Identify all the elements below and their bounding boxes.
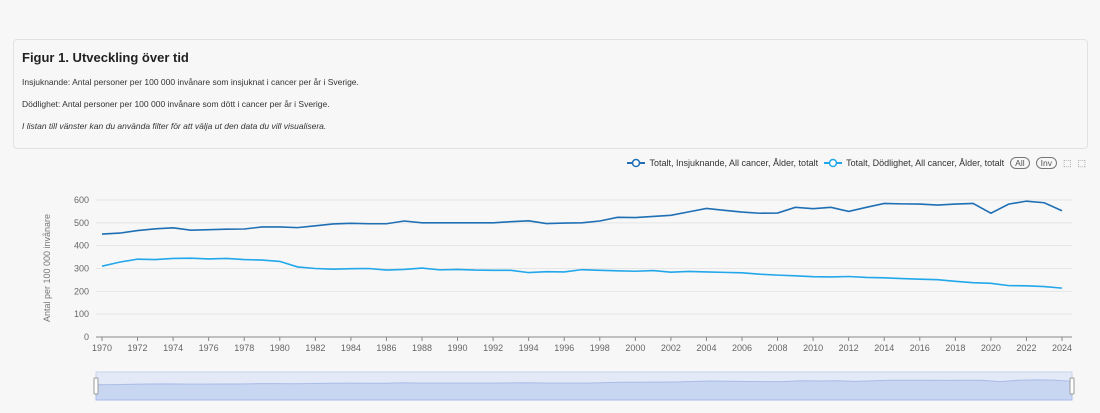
legend-label-mortality: Totalt, Dödlighet, All cancer, Ålder, to… <box>846 158 1005 168</box>
x-tick-label: 2004 <box>696 343 716 353</box>
x-tick-label: 1992 <box>483 343 503 353</box>
y-tick-label: 100 <box>74 309 89 319</box>
x-tick-label: 1982 <box>305 343 325 353</box>
x-tick-label: 1986 <box>376 343 396 353</box>
mortality-description: Dödlighet: Antal personer per 100 000 in… <box>22 99 330 109</box>
series-line-mortality <box>101 257 1063 289</box>
x-tick-label: 1972 <box>128 343 148 353</box>
x-tick-label: 1970 <box>92 343 112 353</box>
x-tick-label: 1974 <box>163 343 183 353</box>
data-zoom-preview <box>95 379 1073 401</box>
incidence-description: Insjuknande: Antal personer per 100 000 … <box>22 77 359 87</box>
invert-selection-button[interactable]: Inv <box>1035 157 1057 169</box>
legend-line-circle-icon <box>824 158 843 168</box>
y-tick-label: 600 <box>74 195 89 205</box>
x-tick-label: 2002 <box>661 343 681 353</box>
y-tick-label: 200 <box>74 286 89 296</box>
select-all-button[interactable]: All <box>1010 157 1030 169</box>
x-tick-label: 2006 <box>732 343 752 353</box>
legend-line-circle-icon <box>627 158 646 168</box>
x-tick-label: 2016 <box>910 343 930 353</box>
y-tick-label: 0 <box>84 332 89 342</box>
data-zoom-handle-left[interactable] <box>93 377 99 395</box>
x-tick-label: 1984 <box>341 343 361 353</box>
x-tick-label: 2014 <box>874 343 894 353</box>
zoom-reset-icon[interactable]: ⬚ <box>1077 157 1086 168</box>
x-tick-label: 2012 <box>839 343 859 353</box>
legend-label-incidence: Totalt, Insjuknande, All cancer, Ålder, … <box>649 158 819 168</box>
x-tick-label: 1990 <box>448 343 468 353</box>
data-zoom-handle-right[interactable] <box>1069 377 1075 395</box>
x-tick-label: 1988 <box>412 343 432 353</box>
x-tick-label: 2010 <box>803 343 823 353</box>
y-tick-label: 400 <box>74 241 89 251</box>
x-tick-label: 1994 <box>519 343 539 353</box>
x-tick-label: 1980 <box>270 343 290 353</box>
x-tick-label: 2018 <box>945 343 965 353</box>
y-tick-label: 300 <box>74 264 89 274</box>
y-axis-label: Antal per 100 000 invånare <box>42 214 52 322</box>
x-tick-label: 1996 <box>554 343 574 353</box>
x-tick-label: 2008 <box>768 343 788 353</box>
x-tick-label: 2022 <box>1016 343 1036 353</box>
x-tick-label: 1976 <box>199 343 219 353</box>
chart-legend: Totalt, Insjuknande, All cancer, Ålder, … <box>627 157 1086 169</box>
series-line-incidence <box>101 200 1063 235</box>
x-tick-label: 2020 <box>981 343 1001 353</box>
zoom-select-icon[interactable]: ⬚ <box>1062 157 1072 168</box>
x-tick-label: 1998 <box>590 343 610 353</box>
legend-item-incidence[interactable]: Totalt, Insjuknande, All cancer, Ålder, … <box>627 158 818 168</box>
figure-title: Figur 1. Utveckling över tid <box>22 50 189 65</box>
x-tick-label: 2024 <box>1052 343 1072 353</box>
y-tick-label: 500 <box>74 218 89 228</box>
x-tick-label: 2000 <box>625 343 645 353</box>
x-tick-label: 1978 <box>234 343 254 353</box>
legend-item-mortality[interactable]: Totalt, Dödlighet, All cancer, Ålder, to… <box>824 158 1004 168</box>
filter-hint: I listan till vänster kan du använda fil… <box>22 121 327 131</box>
figure-description: Figur 1. Utveckling över tid Insjuknande… <box>13 39 1088 149</box>
